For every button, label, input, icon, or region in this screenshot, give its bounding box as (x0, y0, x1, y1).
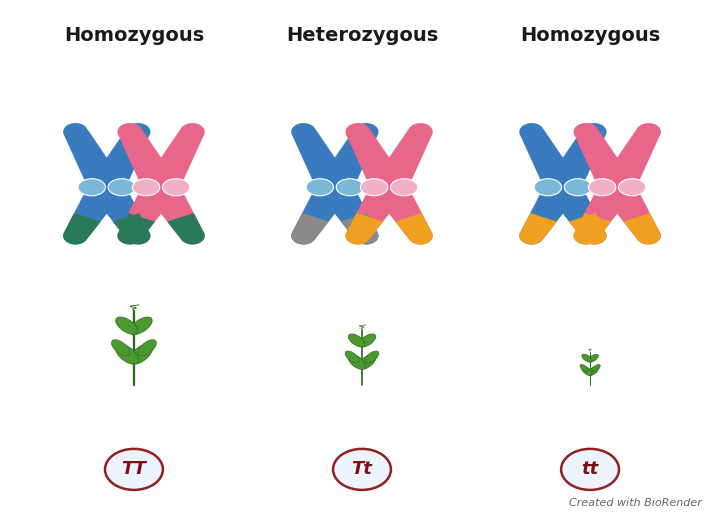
Ellipse shape (588, 366, 598, 376)
Ellipse shape (564, 179, 592, 196)
Ellipse shape (132, 179, 160, 196)
Polygon shape (601, 182, 661, 245)
Polygon shape (546, 123, 607, 192)
Polygon shape (144, 123, 205, 192)
Text: Homozygous: Homozygous (520, 26, 660, 46)
Ellipse shape (348, 334, 365, 347)
Ellipse shape (306, 179, 334, 196)
Circle shape (105, 449, 163, 490)
Ellipse shape (162, 179, 190, 196)
Ellipse shape (358, 354, 376, 369)
Text: Heterozygous: Heterozygous (286, 26, 438, 46)
Polygon shape (623, 213, 661, 245)
Ellipse shape (365, 351, 379, 363)
Ellipse shape (111, 340, 130, 356)
Polygon shape (341, 213, 379, 245)
Polygon shape (90, 123, 151, 192)
Polygon shape (519, 123, 580, 192)
Text: Homozygous: Homozygous (64, 26, 204, 46)
Ellipse shape (534, 179, 562, 196)
Polygon shape (373, 182, 433, 245)
Polygon shape (167, 213, 205, 245)
Polygon shape (117, 123, 178, 192)
Ellipse shape (589, 179, 616, 196)
Ellipse shape (130, 344, 153, 364)
Text: Created with BioRender: Created with BioRender (569, 498, 702, 508)
Ellipse shape (116, 317, 138, 334)
Polygon shape (345, 123, 406, 192)
Text: TT: TT (122, 460, 146, 479)
Ellipse shape (390, 179, 418, 196)
Polygon shape (291, 213, 329, 245)
Polygon shape (319, 182, 379, 245)
Polygon shape (573, 123, 634, 192)
Polygon shape (573, 182, 634, 245)
Circle shape (333, 449, 391, 490)
Ellipse shape (582, 366, 592, 376)
Ellipse shape (361, 179, 388, 196)
Polygon shape (318, 123, 379, 192)
Ellipse shape (108, 179, 135, 196)
Ellipse shape (582, 354, 592, 362)
Polygon shape (63, 182, 123, 245)
Polygon shape (547, 182, 607, 245)
Ellipse shape (589, 354, 598, 362)
Polygon shape (90, 182, 151, 245)
Polygon shape (573, 213, 611, 245)
Ellipse shape (359, 334, 376, 347)
Polygon shape (113, 213, 151, 245)
Polygon shape (345, 213, 383, 245)
Polygon shape (395, 213, 433, 245)
Ellipse shape (592, 364, 600, 372)
Polygon shape (63, 213, 101, 245)
Polygon shape (145, 182, 205, 245)
Text: Tt: Tt (352, 460, 372, 479)
Ellipse shape (336, 179, 363, 196)
Polygon shape (117, 182, 177, 245)
Circle shape (561, 449, 619, 490)
Polygon shape (345, 182, 405, 245)
Ellipse shape (348, 354, 366, 369)
Ellipse shape (78, 179, 106, 196)
Polygon shape (372, 123, 433, 192)
Ellipse shape (618, 179, 646, 196)
Ellipse shape (580, 364, 588, 372)
Polygon shape (63, 123, 124, 192)
Polygon shape (519, 182, 579, 245)
Text: tt: tt (581, 460, 599, 479)
Polygon shape (117, 213, 155, 245)
Ellipse shape (345, 351, 359, 363)
Polygon shape (291, 182, 351, 245)
Polygon shape (600, 123, 661, 192)
Ellipse shape (138, 340, 156, 356)
Ellipse shape (115, 344, 138, 364)
Ellipse shape (130, 317, 152, 334)
Polygon shape (519, 213, 557, 245)
Polygon shape (569, 213, 607, 245)
Polygon shape (291, 123, 352, 192)
